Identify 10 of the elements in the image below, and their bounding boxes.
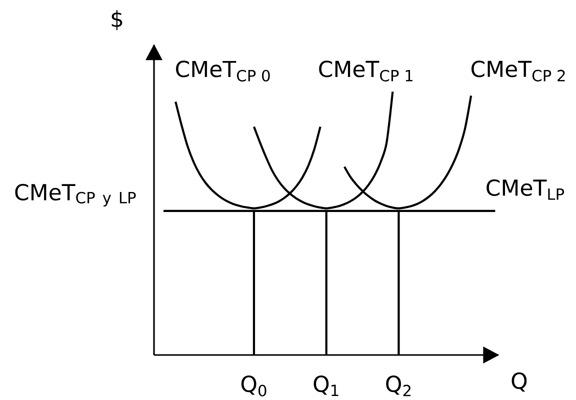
text: $\mathrm{CMeT}_{\mathrm{CP\ y\ LP}}$ (15, 184, 136, 206)
x-tick-label: Q$_{1}$ (314, 376, 338, 396)
x-tick-label: Q$_{2}$ (386, 376, 410, 396)
series-label: CMeT$_{LP}$ (486, 179, 564, 200)
series-label: CMeT$_{CP 1}$ (319, 60, 412, 82)
x-tick-label: Q$_{0}$ (241, 376, 266, 396)
x-axis-title: Q (512, 372, 527, 392)
series-label: CMeT$_{CP 2}$ (471, 60, 565, 82)
series-label: CMeT$_{CP 0}$ (176, 60, 270, 82)
y-axis-title: $ (112, 10, 122, 30)
